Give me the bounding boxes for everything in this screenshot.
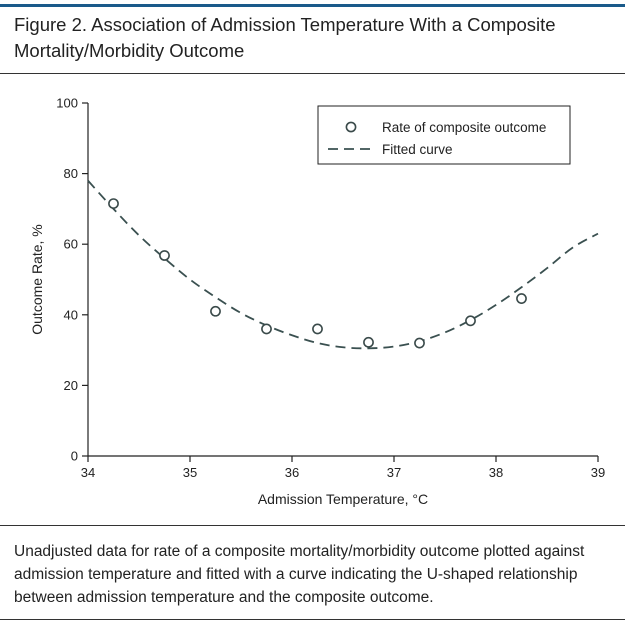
y-axis-label: Outcome Rate, % bbox=[29, 224, 45, 335]
data-point bbox=[159, 250, 170, 261]
x-tick-label: 36 bbox=[285, 465, 299, 480]
fitted-curve-line bbox=[87, 180, 599, 350]
y-tick-label: 20 bbox=[64, 378, 78, 393]
fitted-curve-layer bbox=[87, 180, 599, 350]
caption-divider-bottom bbox=[0, 619, 625, 620]
y-tick-label: 0 bbox=[71, 449, 78, 464]
y-tick-label: 100 bbox=[56, 96, 78, 111]
x-tick-label: 37 bbox=[387, 465, 401, 480]
data-points-layer bbox=[108, 198, 527, 349]
x-axis-label: Admission Temperature, °C bbox=[258, 491, 428, 507]
legend-box bbox=[317, 105, 571, 165]
y-tick-label: 60 bbox=[64, 237, 78, 252]
legend-label-curve: Fitted curve bbox=[382, 142, 453, 157]
y-tick-label: 80 bbox=[64, 166, 78, 181]
data-point bbox=[465, 315, 476, 327]
x-tick-label: 35 bbox=[183, 465, 197, 480]
data-point bbox=[108, 198, 119, 210]
chart-legend: Rate of composite outcome Fitted curve bbox=[317, 105, 571, 165]
title-divider bbox=[0, 73, 625, 74]
data-point bbox=[312, 323, 323, 335]
data-point bbox=[516, 293, 527, 304]
data-point bbox=[414, 337, 425, 349]
data-point bbox=[261, 323, 272, 335]
top-accent-rule bbox=[0, 4, 625, 7]
x-tick-label: 39 bbox=[591, 465, 605, 480]
figure-title: Figure 2. Association of Admission Tempe… bbox=[14, 14, 556, 61]
figure-caption: Unadjusted data for rate of a composite … bbox=[14, 543, 585, 606]
chart-axes: 0 20 40 60 80 100 34 35 36 37 38 39 Admission Temper… bbox=[29, 96, 605, 508]
scatter-chart: 0 20 40 60 80 100 34 35 36 37 38 39 Admission Temper… bbox=[29, 96, 605, 508]
caption-divider-top bbox=[0, 525, 625, 526]
legend-label-points: Rate of composite outcome bbox=[382, 120, 546, 135]
x-tick-label: 34 bbox=[81, 465, 95, 480]
data-point bbox=[363, 336, 374, 348]
data-point bbox=[210, 305, 221, 317]
x-tick-label: 38 bbox=[489, 465, 503, 480]
legend-marker-points bbox=[345, 121, 357, 133]
y-tick-label: 40 bbox=[64, 307, 78, 322]
